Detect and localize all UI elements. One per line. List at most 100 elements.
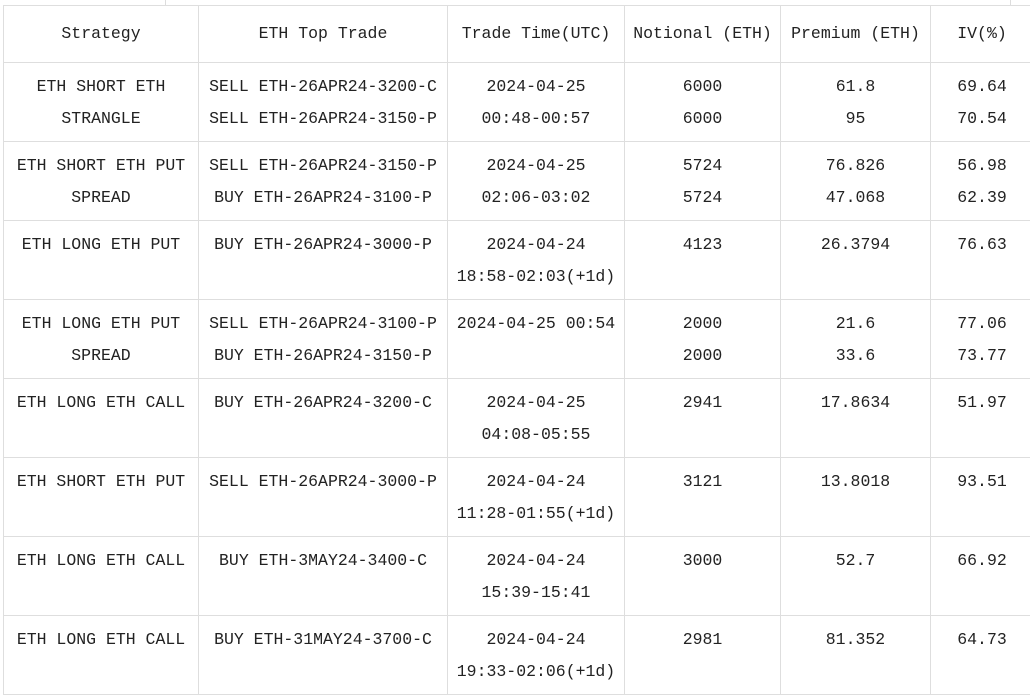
cell-line: 73.77 [957, 345, 1007, 365]
cell-time: 2024-04-25 02:06-03:02 [447, 141, 625, 221]
cell-line: 2981 [682, 630, 723, 649]
cell-line: 76.826 [825, 156, 886, 175]
table-row: ETH LONG ETH CALL BUY ETH-31MAY24-3700-C 2… [3, 615, 1030, 695]
cell-trade: SELL ETH-26APR24-3100-P BUY ETH-26APR24-3… [198, 299, 448, 379]
cell-notional: 5724 5724 [624, 141, 781, 221]
cell-strategy: ETH LONG ETH CALL [3, 615, 199, 695]
cell-line: 2024-04-24 [486, 630, 586, 649]
cell-line: 52.7 [835, 551, 876, 570]
table-row: ETH SHORT ETH PUT SPREAD SELL ETH-26APR24-… [3, 141, 1030, 221]
cell-line: 62.39 [957, 187, 1007, 207]
cell-premium: 52.7 [780, 536, 931, 616]
header-row: Strategy ETH Top Trade Trade Time(UTC) Noti… [3, 5, 1030, 63]
cell-time: 2024-04-25 00:48-00:57 [447, 62, 625, 142]
cell-line: 3000 [682, 551, 723, 570]
table-row: ETH LONG ETH CALL BUY ETH-3MAY24-3400-C 20… [3, 536, 1030, 616]
cell-line: 2024-04-24 [486, 472, 586, 491]
cell-line: 2024-04-24 [486, 235, 586, 254]
cell-time: 2024-04-25 00:54 [447, 299, 625, 379]
cell-notional: 2000 2000 [624, 299, 781, 379]
cell-line: 70.54 [957, 108, 1007, 128]
cell-trade: BUY ETH-26APR24-3000-P [198, 220, 448, 300]
cell-line: 2000 [682, 345, 723, 365]
cell-iv: 56.98 62.39 [930, 141, 1030, 221]
cell-trade: SELL ETH-26APR24-3200-C SELL ETH-26APR24-… [198, 62, 448, 142]
table-row: ETH LONG ETH CALL BUY ETH-26APR24-3200-C 2… [3, 378, 1030, 458]
cell-line: 4123 [682, 235, 723, 254]
cell-notional: 2941 [624, 378, 781, 458]
cell-notional: 3000 [624, 536, 781, 616]
column-header-premium: Premium (ETH) [780, 5, 931, 63]
cell-line: 26.3794 [820, 235, 891, 254]
cell-premium: 13.8018 [780, 457, 931, 537]
cell-strategy: ETH LONG ETH CALL [3, 536, 199, 616]
column-header-trade-time: Trade Time(UTC) [447, 5, 625, 63]
cell-line: 00:48-00:57 [481, 108, 591, 128]
cell-premium: 81.352 [780, 615, 931, 695]
cell-iv: 77.06 73.77 [930, 299, 1030, 379]
cell-line: ETH LONG ETH CALL [16, 551, 186, 570]
cell-trade: BUY ETH-26APR24-3200-C [198, 378, 448, 458]
cell-line: 02:06-03:02 [481, 187, 591, 207]
cell-time: 2024-04-24 19:33-02:06(+1d) [447, 615, 625, 695]
table-row: ETH SHORT ETH STRANGLE SELL ETH-26APR24-32… [3, 62, 1030, 142]
cell-line: 2941 [682, 393, 723, 412]
table-row: ETH SHORT ETH PUT SELL ETH-26APR24-3000-P… [3, 457, 1030, 537]
cell-line: BUY ETH-31MAY24-3700-C [214, 630, 432, 649]
cell-iv: 76.63 [930, 220, 1030, 300]
cell-strategy: ETH LONG ETH CALL [3, 378, 199, 458]
cell-notional: 3121 [624, 457, 781, 537]
cell-line: 61.8 [835, 77, 876, 96]
cell-premium: 61.8 95 [780, 62, 931, 142]
cell-line: SELL ETH-26APR24-3200-C [209, 77, 437, 96]
cell-line: 04:08-05:55 [481, 424, 591, 444]
cell-line: 17.8634 [820, 393, 891, 412]
cell-time: 2024-04-24 11:28-01:55(+1d) [447, 457, 625, 537]
cell-line: 64.73 [957, 630, 1007, 649]
cell-line: 2000 [682, 314, 723, 333]
column-header-strategy: Strategy [3, 5, 199, 63]
cell-notional: 2981 [624, 615, 781, 695]
cell-notional: 4123 [624, 220, 781, 300]
table-row: ETH LONG ETH PUT SPREAD SELL ETH-26APR24-3… [3, 299, 1030, 379]
cell-line: 56.98 [957, 156, 1007, 175]
cell-time: 2024-04-25 04:08-05:55 [447, 378, 625, 458]
cell-line: 69.64 [957, 77, 1007, 96]
cell-trade: SELL ETH-26APR24-3150-P BUY ETH-26APR24-3… [198, 141, 448, 221]
cell-line: BUY ETH-26APR24-3100-P [214, 187, 432, 207]
cell-line: ETH LONG ETH CALL [16, 393, 186, 412]
cell-iv: 66.92 [930, 536, 1030, 616]
cell-line: 18:58-02:03(+1d) [456, 266, 616, 286]
cell-trade: BUY ETH-31MAY24-3700-C [198, 615, 448, 695]
trades-table: Strategy ETH Top Trade Trade Time(UTC) Noti… [3, 5, 1030, 695]
cell-line: 66.92 [957, 551, 1007, 570]
divider [1010, 0, 1011, 5]
cell-line: 15:39-15:41 [481, 582, 591, 602]
cell-strategy: ETH SHORT ETH STRANGLE [3, 62, 199, 142]
cell-line: BUY ETH-26APR24-3150-P [214, 345, 432, 365]
cell-line: ETH SHORT ETH PUT [16, 472, 186, 491]
cell-premium: 76.826 47.068 [780, 141, 931, 221]
cell-notional: 6000 6000 [624, 62, 781, 142]
cell-line: 77.06 [957, 314, 1007, 333]
divider [165, 0, 166, 5]
cell-line: SPREAD [71, 345, 131, 365]
cell-line: 33.6 [835, 345, 876, 365]
column-header-iv: IV(%) [930, 5, 1030, 63]
cell-line: 2024-04-25 [486, 156, 586, 175]
cell-line: 6000 [682, 108, 723, 128]
cell-line: 95 [845, 108, 866, 128]
cell-line: 51.97 [957, 393, 1007, 412]
cell-iv: 64.73 [930, 615, 1030, 695]
cell-line: 81.352 [825, 630, 886, 649]
cell-line: 2024-04-25 [486, 393, 586, 412]
table-row: ETH LONG ETH PUT BUY ETH-26APR24-3000-P 20… [3, 220, 1030, 300]
cell-line: BUY ETH-3MAY24-3400-C [219, 551, 427, 570]
cell-line: SELL ETH-26APR24-3100-P [209, 314, 437, 333]
cell-line: 11:28-01:55(+1d) [456, 503, 616, 523]
cell-trade: SELL ETH-26APR24-3000-P [198, 457, 448, 537]
cell-line: 21.6 [835, 314, 876, 333]
cell-iv: 51.97 [930, 378, 1030, 458]
cell-line: BUY ETH-26APR24-3000-P [214, 235, 432, 254]
cell-line: SELL ETH-26APR24-3150-P [209, 156, 437, 175]
